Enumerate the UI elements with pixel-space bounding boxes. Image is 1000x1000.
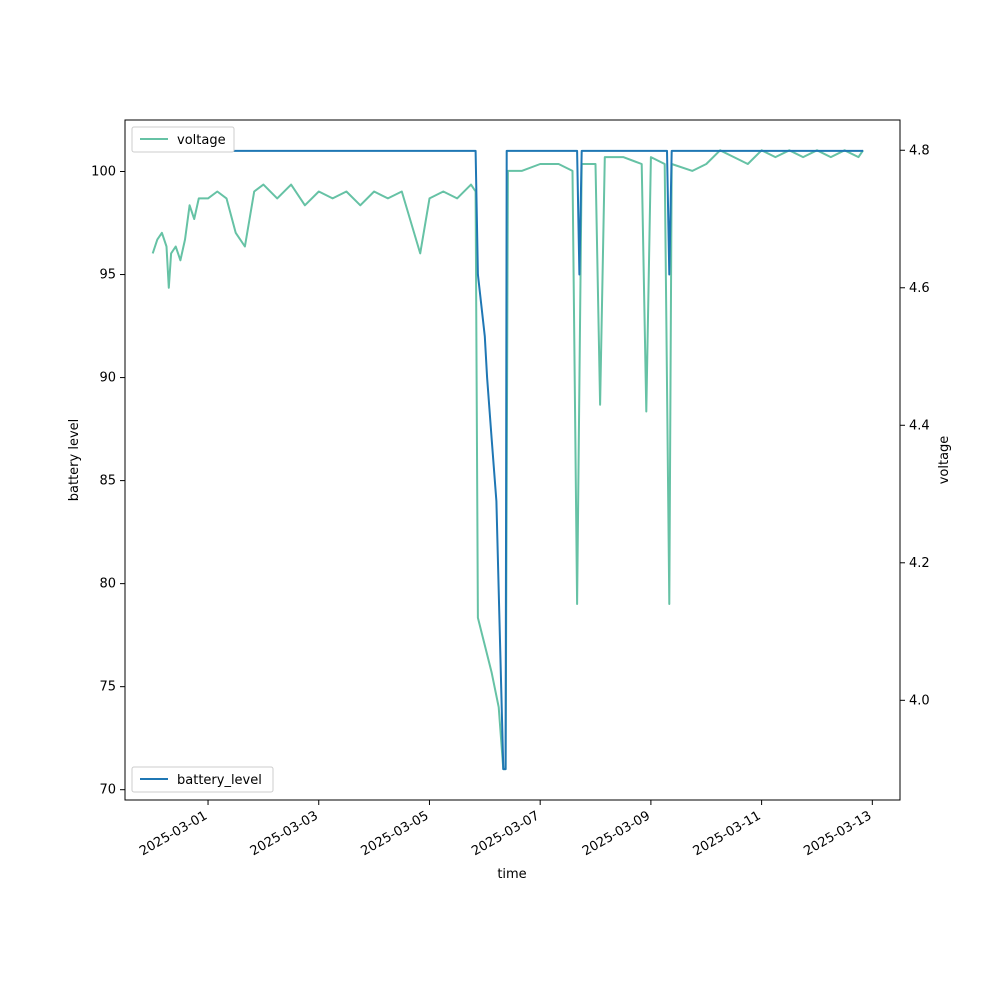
legend-battery-box — [131, 766, 274, 793]
x-tick-label: 2025-03-07 — [469, 808, 542, 859]
legend-voltage-box — [131, 126, 235, 153]
legend-battery-label: battery_level — [177, 773, 262, 788]
series-voltage — [151, 149, 864, 771]
x-tick-label: 2025-03-09 — [580, 808, 653, 859]
y-left-tick-label: 80 — [99, 577, 116, 592]
y-right-tick-label: 4.2 — [909, 556, 930, 571]
x-tick-label: 2025-03-03 — [248, 808, 321, 859]
y-right-tick-label: 4.6 — [909, 281, 930, 296]
legend-voltage: voltage — [131, 126, 235, 153]
y-right-tick-label: 4.0 — [909, 693, 930, 708]
x-tick-label: 2025-03-01 — [137, 808, 210, 859]
y-left-tick-label: 100 — [91, 165, 116, 180]
left-axis-ticks: 70 75 80 85 90 95 100 — [91, 165, 125, 798]
series-battery-level — [152, 149, 864, 771]
x-axis-ticks: 2025-03-01 2025-03-03 2025-03-05 2025-03-07… — [137, 800, 874, 859]
y-axis-left-label: battery level — [67, 419, 82, 502]
legend-voltage-label: voltage — [177, 133, 226, 148]
x-tick-label: 2025-03-11 — [691, 808, 764, 859]
y-left-tick-label: 75 — [99, 680, 116, 695]
y-axis-right-label: voltage — [937, 436, 952, 485]
series-group — [151, 149, 864, 771]
y-left-tick-label: 95 — [99, 268, 116, 283]
right-axis-ticks: 4.0 4.2 4.4 4.6 4.8 — [900, 143, 930, 708]
x-axis-label: time — [497, 867, 526, 882]
y-left-tick-label: 90 — [99, 371, 116, 386]
x-tick-label: 2025-03-13 — [801, 808, 874, 859]
y-right-tick-label: 4.4 — [909, 418, 930, 433]
plot-area — [124, 119, 901, 801]
legend-battery: battery_level — [131, 766, 274, 793]
y-left-tick-label: 70 — [99, 783, 116, 798]
y-left-tick-label: 85 — [99, 474, 116, 489]
x-tick-label: 2025-03-05 — [359, 808, 432, 859]
y-right-tick-label: 4.8 — [909, 143, 930, 158]
